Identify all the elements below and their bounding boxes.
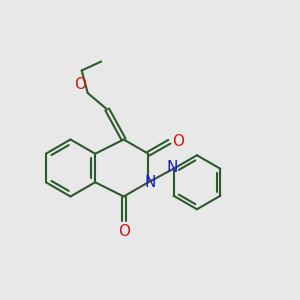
Text: O: O bbox=[74, 76, 86, 92]
Text: N: N bbox=[144, 175, 156, 190]
Text: O: O bbox=[172, 134, 184, 149]
Text: O: O bbox=[118, 224, 130, 238]
Text: N: N bbox=[167, 160, 178, 175]
